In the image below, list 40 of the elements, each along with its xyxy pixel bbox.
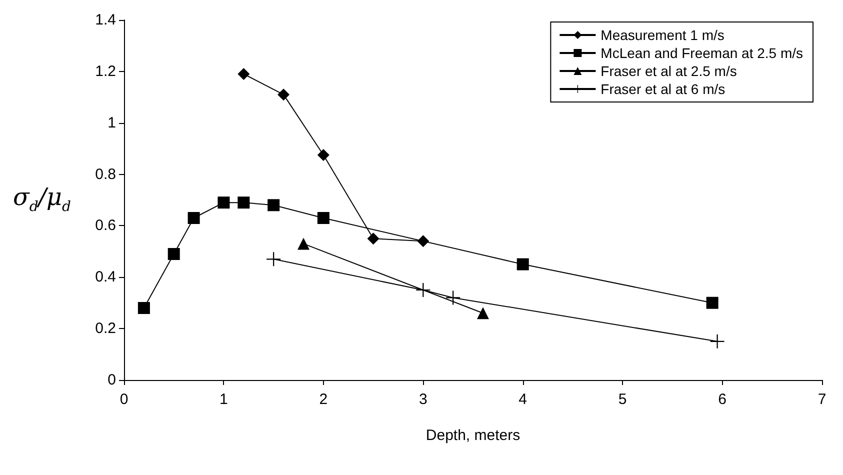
x-tick-label: 1 — [220, 391, 228, 408]
x-tick-label: 5 — [618, 391, 627, 408]
point — [188, 212, 200, 224]
y-tick-label: 1.2 — [95, 62, 116, 80]
point — [266, 252, 281, 266]
x-tick-label: 2 — [319, 391, 328, 408]
point — [218, 196, 230, 209]
y-tick-label: 0 — [108, 372, 116, 388]
x-tick-label: 4 — [518, 391, 528, 408]
point — [268, 199, 280, 212]
point — [416, 283, 430, 297]
y-tick-label: 0.2 — [95, 320, 116, 338]
point — [367, 232, 380, 245]
point — [238, 196, 250, 209]
y-axis-title: σ$_{d}$/μ$_{d}$ — [12, 183, 72, 215]
x-axis-title: Depth, meters — [426, 427, 520, 444]
legend-label: Fraser et al at 6 m/s — [600, 81, 726, 97]
y-tick-label: 1.4 — [95, 12, 116, 28]
legend-label: McLean and Freeman at 2.5 m/s — [600, 45, 804, 61]
point — [168, 248, 180, 260]
point — [417, 235, 430, 248]
y-tick-label: 0.4 — [95, 268, 116, 286]
point — [446, 290, 460, 305]
legend-label: Fraser et al at 2.5 m/s — [600, 63, 737, 79]
point — [516, 258, 529, 270]
point — [317, 212, 330, 224]
point — [710, 334, 724, 348]
point — [238, 68, 250, 80]
x-tick-label: 0 — [120, 391, 128, 408]
x-tick-label: 3 — [418, 391, 428, 408]
x-tick-label: 6 — [718, 391, 726, 408]
point — [138, 302, 150, 314]
y-tick-label: 0.8 — [95, 166, 116, 183]
y-tick-label: 0.6 — [95, 217, 116, 234]
point — [706, 296, 718, 309]
x-tick-label: 7 — [818, 391, 826, 408]
point — [278, 88, 290, 101]
legend-label: Measurement 1 m/s — [600, 27, 724, 43]
point — [317, 149, 330, 161]
y-tick-label: 1 — [108, 114, 116, 132]
